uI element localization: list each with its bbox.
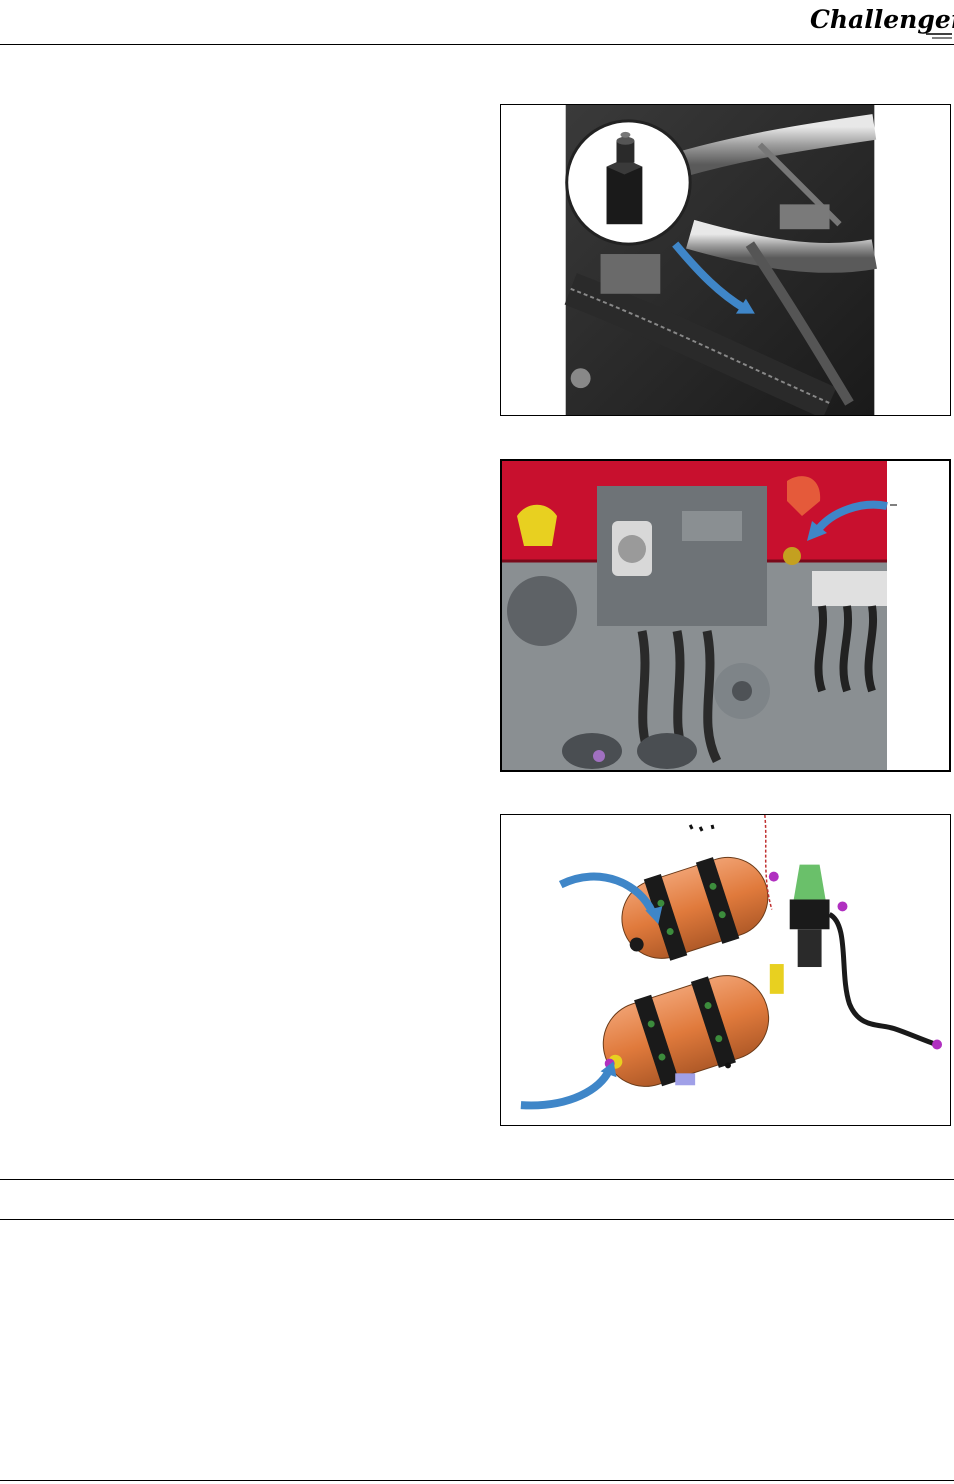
air-tank-assembly-illustration-icon: [520, 815, 943, 1110]
challenger-logo: Challenger: [806, 0, 954, 40]
logo-text: Challenger: [810, 5, 954, 34]
figure-trailer-brake-coupling: [500, 459, 951, 772]
figure-air-tank-assembly: [500, 814, 951, 1126]
footer-rule: [0, 1480, 954, 1481]
section-rule-lower: [0, 1219, 954, 1220]
section-rule-upper: [0, 1179, 954, 1180]
header-rule: [0, 44, 954, 45]
figure-engine-bleed-screw: [500, 104, 951, 416]
trailer-brake-coupling-photo-icon: [502, 461, 949, 770]
engine-bleed-screw-photo-icon: [564, 105, 878, 415]
